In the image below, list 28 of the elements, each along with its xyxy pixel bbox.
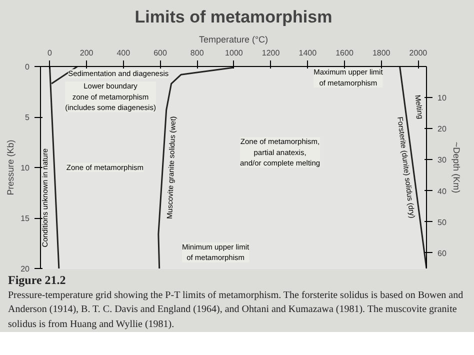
text: Pressure-temperature grid showing the P-T limits of metamorphism. The forsterite solidus is based on Bowen and Anderson (1914), B. T. C. Davis and England (1964), and Ohtani and Kumazawa (1981). The muscovite granite solidus is from Huang and Wyllie (1981). (8, 289, 464, 332)
x-tick-label: 1800 (372, 48, 391, 58)
y2-tick-label: 10 (438, 94, 447, 103)
x-tick-label: 200 (80, 48, 94, 58)
y-tick-label: 0 (25, 62, 30, 72)
y2-tick-label: 60 (438, 248, 447, 258)
x-tick-label: 1600 (336, 48, 354, 58)
y2-tick-label: 30 (438, 156, 447, 165)
x-tick-label: 2000 (409, 48, 428, 58)
x-tick-label: 400 (116, 48, 131, 58)
y-tick-label: 10 (20, 164, 30, 172)
x-axis-title: Temperature (°C) (198, 34, 268, 44)
caption: Figure 21.2 (8, 272, 66, 289)
y2-tick-label: 20 (438, 124, 447, 134)
x-tick-label: 1000 (225, 48, 244, 58)
x-tick-label: 0 (47, 48, 52, 58)
y-tick-label: 20 (20, 264, 30, 274)
x-tick-label: 800 (190, 48, 204, 58)
y-tick-label: 5 (25, 113, 30, 122)
x-tick-label: 600 (154, 48, 168, 58)
y-axis-title: Pressure (Kb) (6, 140, 16, 196)
y2-tick-label: 50 (438, 218, 447, 227)
chart-title: Limits of metamorphism (134, 8, 332, 26)
y2-tick-label: 40 (438, 186, 447, 196)
y-tick-label: 15 (20, 214, 30, 223)
y2-axis-title: ~Depth (Km) (451, 142, 462, 194)
x-tick-label: 1400 (298, 48, 318, 58)
x-tick-label: 1200 (262, 48, 280, 58)
